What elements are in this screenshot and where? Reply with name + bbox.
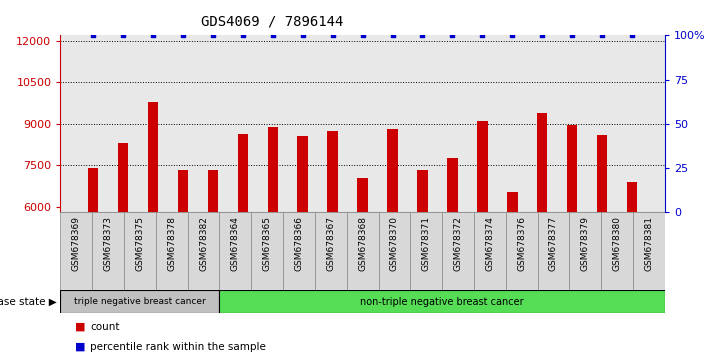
Point <box>626 33 638 38</box>
Bar <box>417 170 428 212</box>
Bar <box>148 102 159 212</box>
Text: GSM678372: GSM678372 <box>454 216 463 271</box>
Bar <box>267 127 278 212</box>
Text: GSM678371: GSM678371 <box>422 216 431 271</box>
Bar <box>188 212 220 290</box>
Point <box>207 33 218 38</box>
Bar <box>570 212 602 290</box>
Bar <box>567 125 577 212</box>
Point <box>147 33 159 38</box>
Text: ■: ■ <box>75 322 85 332</box>
Point <box>117 33 129 38</box>
Text: GSM678370: GSM678370 <box>390 216 399 271</box>
Text: GSM678380: GSM678380 <box>613 216 621 271</box>
Text: GSM678379: GSM678379 <box>581 216 589 271</box>
Bar <box>220 290 665 313</box>
Text: GSM678364: GSM678364 <box>231 216 240 271</box>
Point <box>476 33 488 38</box>
Text: ■: ■ <box>75 342 85 352</box>
Bar <box>477 121 488 212</box>
Bar <box>447 159 458 212</box>
Text: GSM678376: GSM678376 <box>517 216 526 271</box>
Bar <box>315 212 347 290</box>
Bar <box>220 212 251 290</box>
Bar <box>156 212 188 290</box>
Bar <box>328 131 338 212</box>
Text: GSM678378: GSM678378 <box>167 216 176 271</box>
Bar <box>506 212 538 290</box>
Bar <box>92 212 124 290</box>
Point <box>177 33 188 38</box>
Bar <box>602 212 633 290</box>
Point <box>507 33 518 38</box>
Text: GSM678381: GSM678381 <box>644 216 653 271</box>
Text: count: count <box>90 322 119 332</box>
Bar <box>347 212 378 290</box>
Point <box>267 33 279 38</box>
Bar <box>538 212 570 290</box>
Bar <box>474 212 506 290</box>
Text: GSM678382: GSM678382 <box>199 216 208 271</box>
Text: GSM678368: GSM678368 <box>358 216 367 271</box>
Bar <box>358 178 368 212</box>
Bar <box>627 182 637 212</box>
Bar <box>442 212 474 290</box>
Text: GSM678375: GSM678375 <box>136 216 144 271</box>
Point <box>447 33 458 38</box>
Text: GSM678373: GSM678373 <box>104 216 112 271</box>
Point <box>567 33 578 38</box>
Text: GDS4069 / 7896144: GDS4069 / 7896144 <box>201 14 343 28</box>
Text: non-triple negative breast cancer: non-triple negative breast cancer <box>360 297 524 307</box>
Point <box>417 33 428 38</box>
Bar <box>507 192 518 212</box>
Point <box>537 33 548 38</box>
Bar <box>178 170 188 212</box>
Bar <box>237 133 248 212</box>
Text: percentile rank within the sample: percentile rank within the sample <box>90 342 266 352</box>
Point <box>237 33 249 38</box>
Bar <box>387 130 397 212</box>
Text: GSM678367: GSM678367 <box>326 216 336 271</box>
Bar <box>208 170 218 212</box>
Text: GSM678366: GSM678366 <box>294 216 304 271</box>
Point <box>327 33 338 38</box>
Bar <box>597 135 607 212</box>
Point <box>297 33 309 38</box>
Bar <box>88 168 98 212</box>
Bar <box>118 143 128 212</box>
Point <box>387 33 398 38</box>
Bar <box>60 290 220 313</box>
Text: GSM678369: GSM678369 <box>72 216 81 271</box>
Text: GSM678365: GSM678365 <box>262 216 272 271</box>
Point <box>87 33 99 38</box>
Text: GSM678374: GSM678374 <box>486 216 494 271</box>
Text: GSM678377: GSM678377 <box>549 216 558 271</box>
Bar <box>297 136 308 212</box>
Text: triple negative breast cancer: triple negative breast cancer <box>74 297 205 306</box>
Bar <box>633 212 665 290</box>
Bar <box>283 212 315 290</box>
Bar <box>537 113 547 212</box>
Bar <box>251 212 283 290</box>
Bar <box>124 212 156 290</box>
Bar <box>60 212 92 290</box>
Text: disease state ▶: disease state ▶ <box>0 297 57 307</box>
Bar <box>410 212 442 290</box>
Point <box>597 33 608 38</box>
Point <box>357 33 368 38</box>
Bar <box>378 212 410 290</box>
